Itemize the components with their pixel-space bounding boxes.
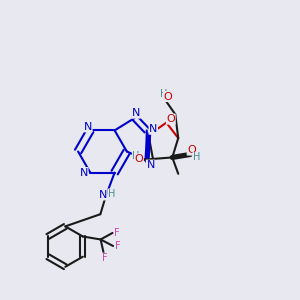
Text: N: N (84, 122, 92, 132)
Text: N: N (132, 108, 140, 118)
Text: N: N (99, 190, 107, 200)
Text: H: H (132, 151, 140, 161)
Text: F: F (102, 253, 108, 263)
Text: F: F (115, 228, 120, 238)
Text: H: H (160, 89, 167, 99)
Text: O: O (187, 145, 196, 155)
Text: H: H (193, 152, 200, 162)
Text: N: N (80, 168, 88, 178)
Text: N: N (149, 124, 158, 134)
Text: H: H (108, 189, 115, 199)
Text: O: O (135, 154, 143, 164)
Text: O: O (164, 92, 172, 101)
Text: O: O (167, 114, 175, 124)
Text: F: F (115, 241, 121, 251)
Text: N: N (146, 160, 155, 170)
